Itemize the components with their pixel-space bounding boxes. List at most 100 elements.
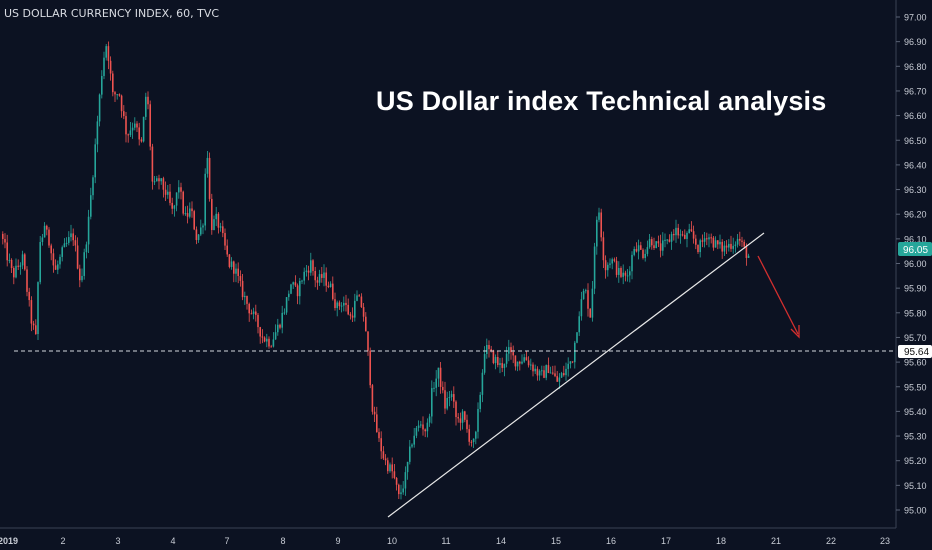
time-axis[interactable]: 2019 2 3 4 7 8 9 10 11 14 15 16 17 18 21 22 23 xyxy=(0,527,896,546)
candle-down xyxy=(743,241,745,247)
candle-up xyxy=(204,173,206,226)
candle-down xyxy=(490,349,492,351)
price-tick-label: 96.90 xyxy=(904,37,927,47)
candle-down xyxy=(554,373,556,377)
candle-down xyxy=(712,237,715,248)
candles-layer xyxy=(2,41,750,500)
candle-down xyxy=(635,249,638,252)
price-axis[interactable]: 97.00 96.90 96.80 96.70 96.60 96.50 96.40 96.30… xyxy=(895,0,927,528)
candle-down xyxy=(316,280,319,283)
candle-up xyxy=(336,302,338,309)
candle-up xyxy=(736,238,739,245)
candle-down xyxy=(365,316,367,332)
candle-down xyxy=(395,477,398,485)
candle-up xyxy=(94,144,96,178)
candle-down xyxy=(380,438,382,452)
candle-up xyxy=(675,227,677,236)
candle-up xyxy=(41,237,44,242)
candle-down xyxy=(488,345,490,350)
candle-up xyxy=(475,431,477,439)
candle-down xyxy=(519,361,521,364)
candle-down xyxy=(373,411,376,415)
candle-down xyxy=(186,213,189,217)
candle-down xyxy=(442,386,444,391)
price-tick-label: 95.70 xyxy=(904,333,927,343)
candle-down xyxy=(651,239,653,246)
candle-up xyxy=(450,394,453,398)
candle-up xyxy=(541,370,543,372)
time-tick-label: 11 xyxy=(441,536,450,546)
trendline[interactable] xyxy=(387,232,765,518)
candle-up xyxy=(593,246,596,289)
candle-down xyxy=(512,352,514,356)
candle-down xyxy=(602,237,605,261)
candle-up xyxy=(567,363,569,369)
price-tick-label: 96.40 xyxy=(904,160,927,170)
candle-down xyxy=(169,191,171,203)
candle-up xyxy=(290,284,292,294)
candle-down xyxy=(10,259,13,269)
time-tick-label: 23 xyxy=(880,536,890,546)
candle-down xyxy=(182,191,184,214)
candle-up xyxy=(57,264,59,270)
candle-up xyxy=(202,225,204,228)
time-tick-label: 8 xyxy=(280,536,285,546)
candle-down xyxy=(279,324,281,328)
candle-down xyxy=(692,231,695,239)
candle-up xyxy=(703,238,706,242)
candle-up xyxy=(596,219,598,247)
price-tick-label: 95.30 xyxy=(904,432,927,442)
candle-down xyxy=(439,367,442,387)
candle-up xyxy=(582,290,585,300)
candle-down xyxy=(556,376,558,382)
candle-up xyxy=(499,363,501,365)
candle-down xyxy=(459,418,462,423)
candle-up xyxy=(103,57,105,76)
candle-up xyxy=(85,244,88,253)
candle-down xyxy=(294,282,297,286)
price-tick-label: 95.60 xyxy=(904,358,927,368)
candle-down xyxy=(120,95,123,112)
price-tick-label: 95.40 xyxy=(904,407,927,417)
candle-up xyxy=(323,272,325,278)
candle-up xyxy=(486,345,488,355)
candle-up xyxy=(435,378,437,388)
candle-up xyxy=(305,270,308,272)
candle-up xyxy=(301,280,303,282)
candle-up xyxy=(230,261,233,267)
candle-up xyxy=(431,388,433,417)
candle-down xyxy=(525,357,528,361)
candle-down xyxy=(613,259,616,261)
candle-down xyxy=(527,360,530,366)
price-tick-label: 95.20 xyxy=(904,456,927,466)
candle-up xyxy=(310,260,312,273)
candle-down xyxy=(180,187,182,192)
candle-down xyxy=(695,238,697,245)
candle-down xyxy=(263,337,266,342)
candle-down xyxy=(362,307,365,317)
candle-down xyxy=(620,267,622,277)
candle-up xyxy=(622,272,624,277)
candle-up xyxy=(272,339,275,347)
candle-down xyxy=(677,227,679,236)
candle-down xyxy=(730,243,732,249)
candle-down xyxy=(741,240,743,242)
price-tick-label: 96.00 xyxy=(904,259,927,269)
candle-down xyxy=(208,157,211,199)
price-tick-label: 96.80 xyxy=(904,62,927,72)
candle-down xyxy=(255,311,257,315)
candle-down xyxy=(246,295,248,304)
candle-up xyxy=(728,243,730,248)
symbol-title[interactable]: US DOLLAR CURRENCY INDEX, 60, TVC xyxy=(4,7,220,20)
candle-down xyxy=(332,283,334,300)
candle-up xyxy=(96,121,99,145)
candle-down xyxy=(697,244,699,253)
candle-up xyxy=(494,357,497,364)
candle-down xyxy=(259,327,261,337)
candle-up xyxy=(688,229,690,234)
candle-down xyxy=(327,285,330,288)
candle-down xyxy=(125,116,127,135)
candle-down xyxy=(351,315,354,318)
candle-up xyxy=(61,247,63,257)
